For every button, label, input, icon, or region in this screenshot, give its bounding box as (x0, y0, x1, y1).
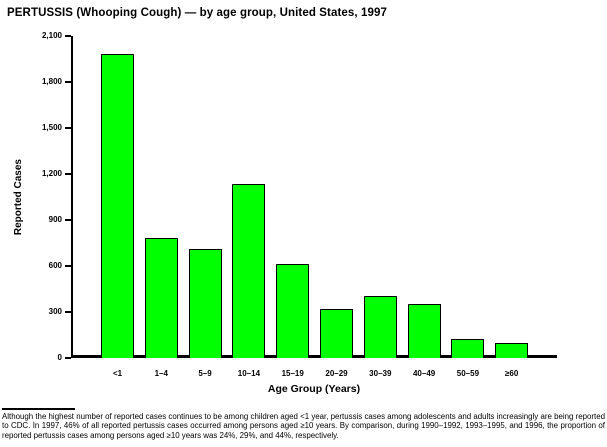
y-tick-mark (65, 219, 71, 221)
y-tick-label: 1,200 (41, 169, 62, 178)
bar-20–29 (320, 309, 353, 358)
x-tick-label: 40–49 (412, 369, 436, 378)
x-tick-label: 5–9 (198, 369, 212, 378)
y-tick-mark (65, 173, 71, 175)
y-tick-label: 2,100 (41, 31, 62, 40)
chart-title: PERTUSSIS (Whooping Cough) — by age grou… (7, 7, 387, 19)
bar-40–49 (407, 304, 441, 358)
y-tick-mark (65, 127, 71, 129)
y-axis-title: Reported Cases (12, 158, 24, 236)
bar-30–39 (363, 296, 397, 358)
footnote-rule (2, 408, 75, 410)
y-tick-label: 900 (48, 215, 62, 224)
y-tick-label: 600 (48, 261, 62, 270)
plot-area (71, 36, 557, 358)
x-tick-label: 20–29 (325, 369, 348, 378)
y-tick-mark (65, 265, 71, 267)
x-tick-label: <1 (112, 369, 123, 378)
x-tick-label: 50–59 (456, 369, 480, 378)
y-tick-mark (65, 311, 71, 313)
y-tick-label: 300 (48, 307, 62, 316)
bar-5–9 (188, 249, 222, 358)
x-tick-label: 10–14 (237, 369, 261, 378)
y-tick-mark (65, 81, 71, 83)
y-tick-label: 1,500 (41, 123, 62, 132)
x-tick-label: 30–39 (369, 369, 392, 378)
bar-10–14 (232, 184, 266, 358)
y-tick-label: 0 (57, 353, 62, 362)
footnote-text: Although the highest number of reported … (2, 412, 605, 440)
y-tick-mark (65, 35, 71, 37)
bar-1–4 (144, 238, 178, 358)
x-axis-title: Age Group (Years) (267, 383, 361, 395)
x-tick-label: 15–19 (281, 369, 304, 378)
x-tick-label: ≥60 (505, 369, 519, 378)
bar-50–59 (451, 339, 485, 358)
bar-<1 (101, 54, 134, 358)
bar-15–19 (276, 264, 310, 358)
y-tick-label: 1,800 (41, 77, 62, 86)
y-tick-mark (65, 357, 71, 359)
x-tick-label: 1–4 (154, 369, 168, 378)
bar-≥60 (495, 343, 529, 358)
